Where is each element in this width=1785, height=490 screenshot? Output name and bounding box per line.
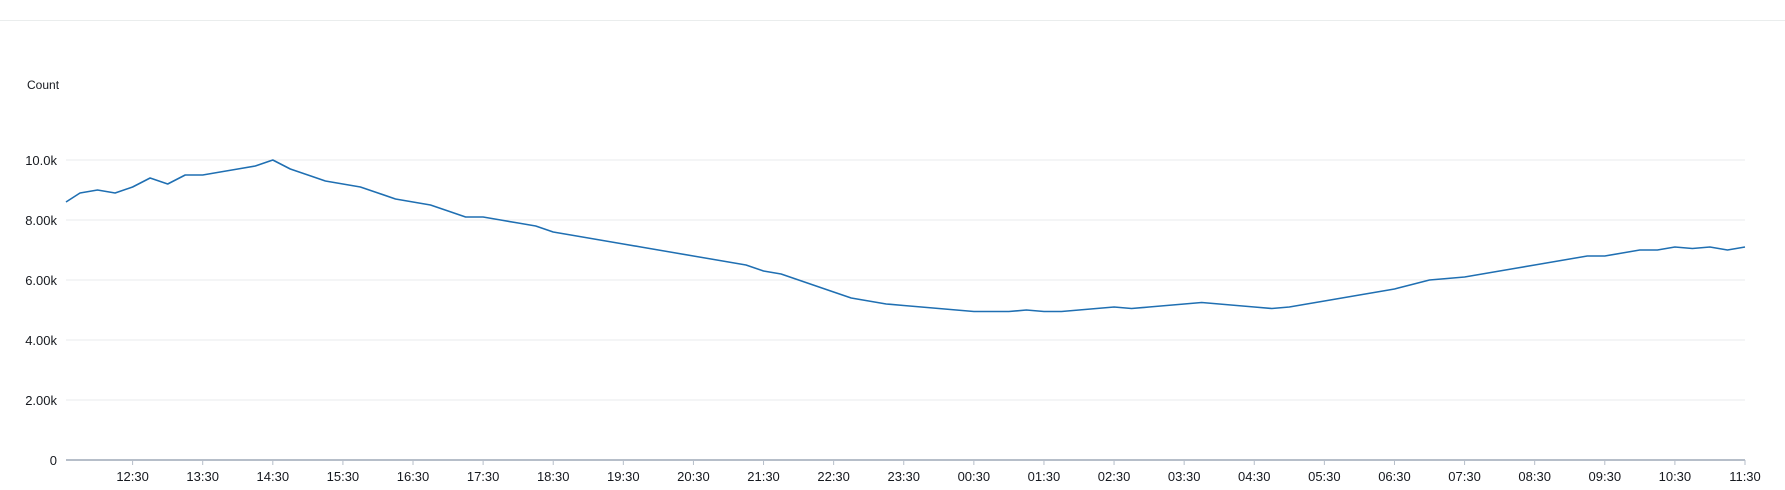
x-tick-label: 02:30 [1098,469,1131,484]
x-tick-label: 19:30 [607,469,640,484]
y-tick-label: 6.00k [25,273,57,288]
x-tick-label: 15:30 [327,469,360,484]
x-tick-label: 18:30 [537,469,570,484]
x-tick-label: 13:30 [186,469,219,484]
grid-lines [66,159,1745,401]
x-tick-label: 10:30 [1659,469,1692,484]
x-tick-label: 14:30 [257,469,290,484]
series-line-count [65,159,1746,313]
x-tick-label: 16:30 [397,469,430,484]
y-tick-label: 0 [50,453,57,468]
y-tick-label: 10.0k [25,153,57,168]
x-tick-label: 21:30 [747,469,780,484]
x-tick-label: 03:30 [1168,469,1201,484]
y-tick-label: 4.00k [25,333,57,348]
x-axis-ticks: 12:30 13:30 14:30 15:30 16:30 17:30 18:30 19:30… [116,460,1761,484]
x-tick-label: 05:30 [1308,469,1341,484]
x-tick-label: 07:30 [1448,469,1481,484]
x-tick-label: 08:30 [1518,469,1551,484]
x-tick-label: 17:30 [467,469,500,484]
x-tick-label: 04:30 [1238,469,1271,484]
y-axis-ticks: 0 2.00k 4.00k 6.00k 8.00k 10.0k [25,153,57,468]
x-tick-label: 06:30 [1378,469,1411,484]
x-tick-label: 01:30 [1028,469,1061,484]
y-axis-title: Count [27,78,60,92]
y-tick-label: 2.00k [25,393,57,408]
x-tick-label: 11:30 [1729,469,1761,484]
x-tick-label: 20:30 [677,469,710,484]
y-tick-label: 8.00k [25,213,57,228]
x-tick-label: 00:30 [958,469,991,484]
x-tick-label: 23:30 [887,469,920,484]
x-tick-label: 22:30 [817,469,850,484]
x-tick-label: 12:30 [116,469,149,484]
x-tick-label: 09:30 [1589,469,1622,484]
